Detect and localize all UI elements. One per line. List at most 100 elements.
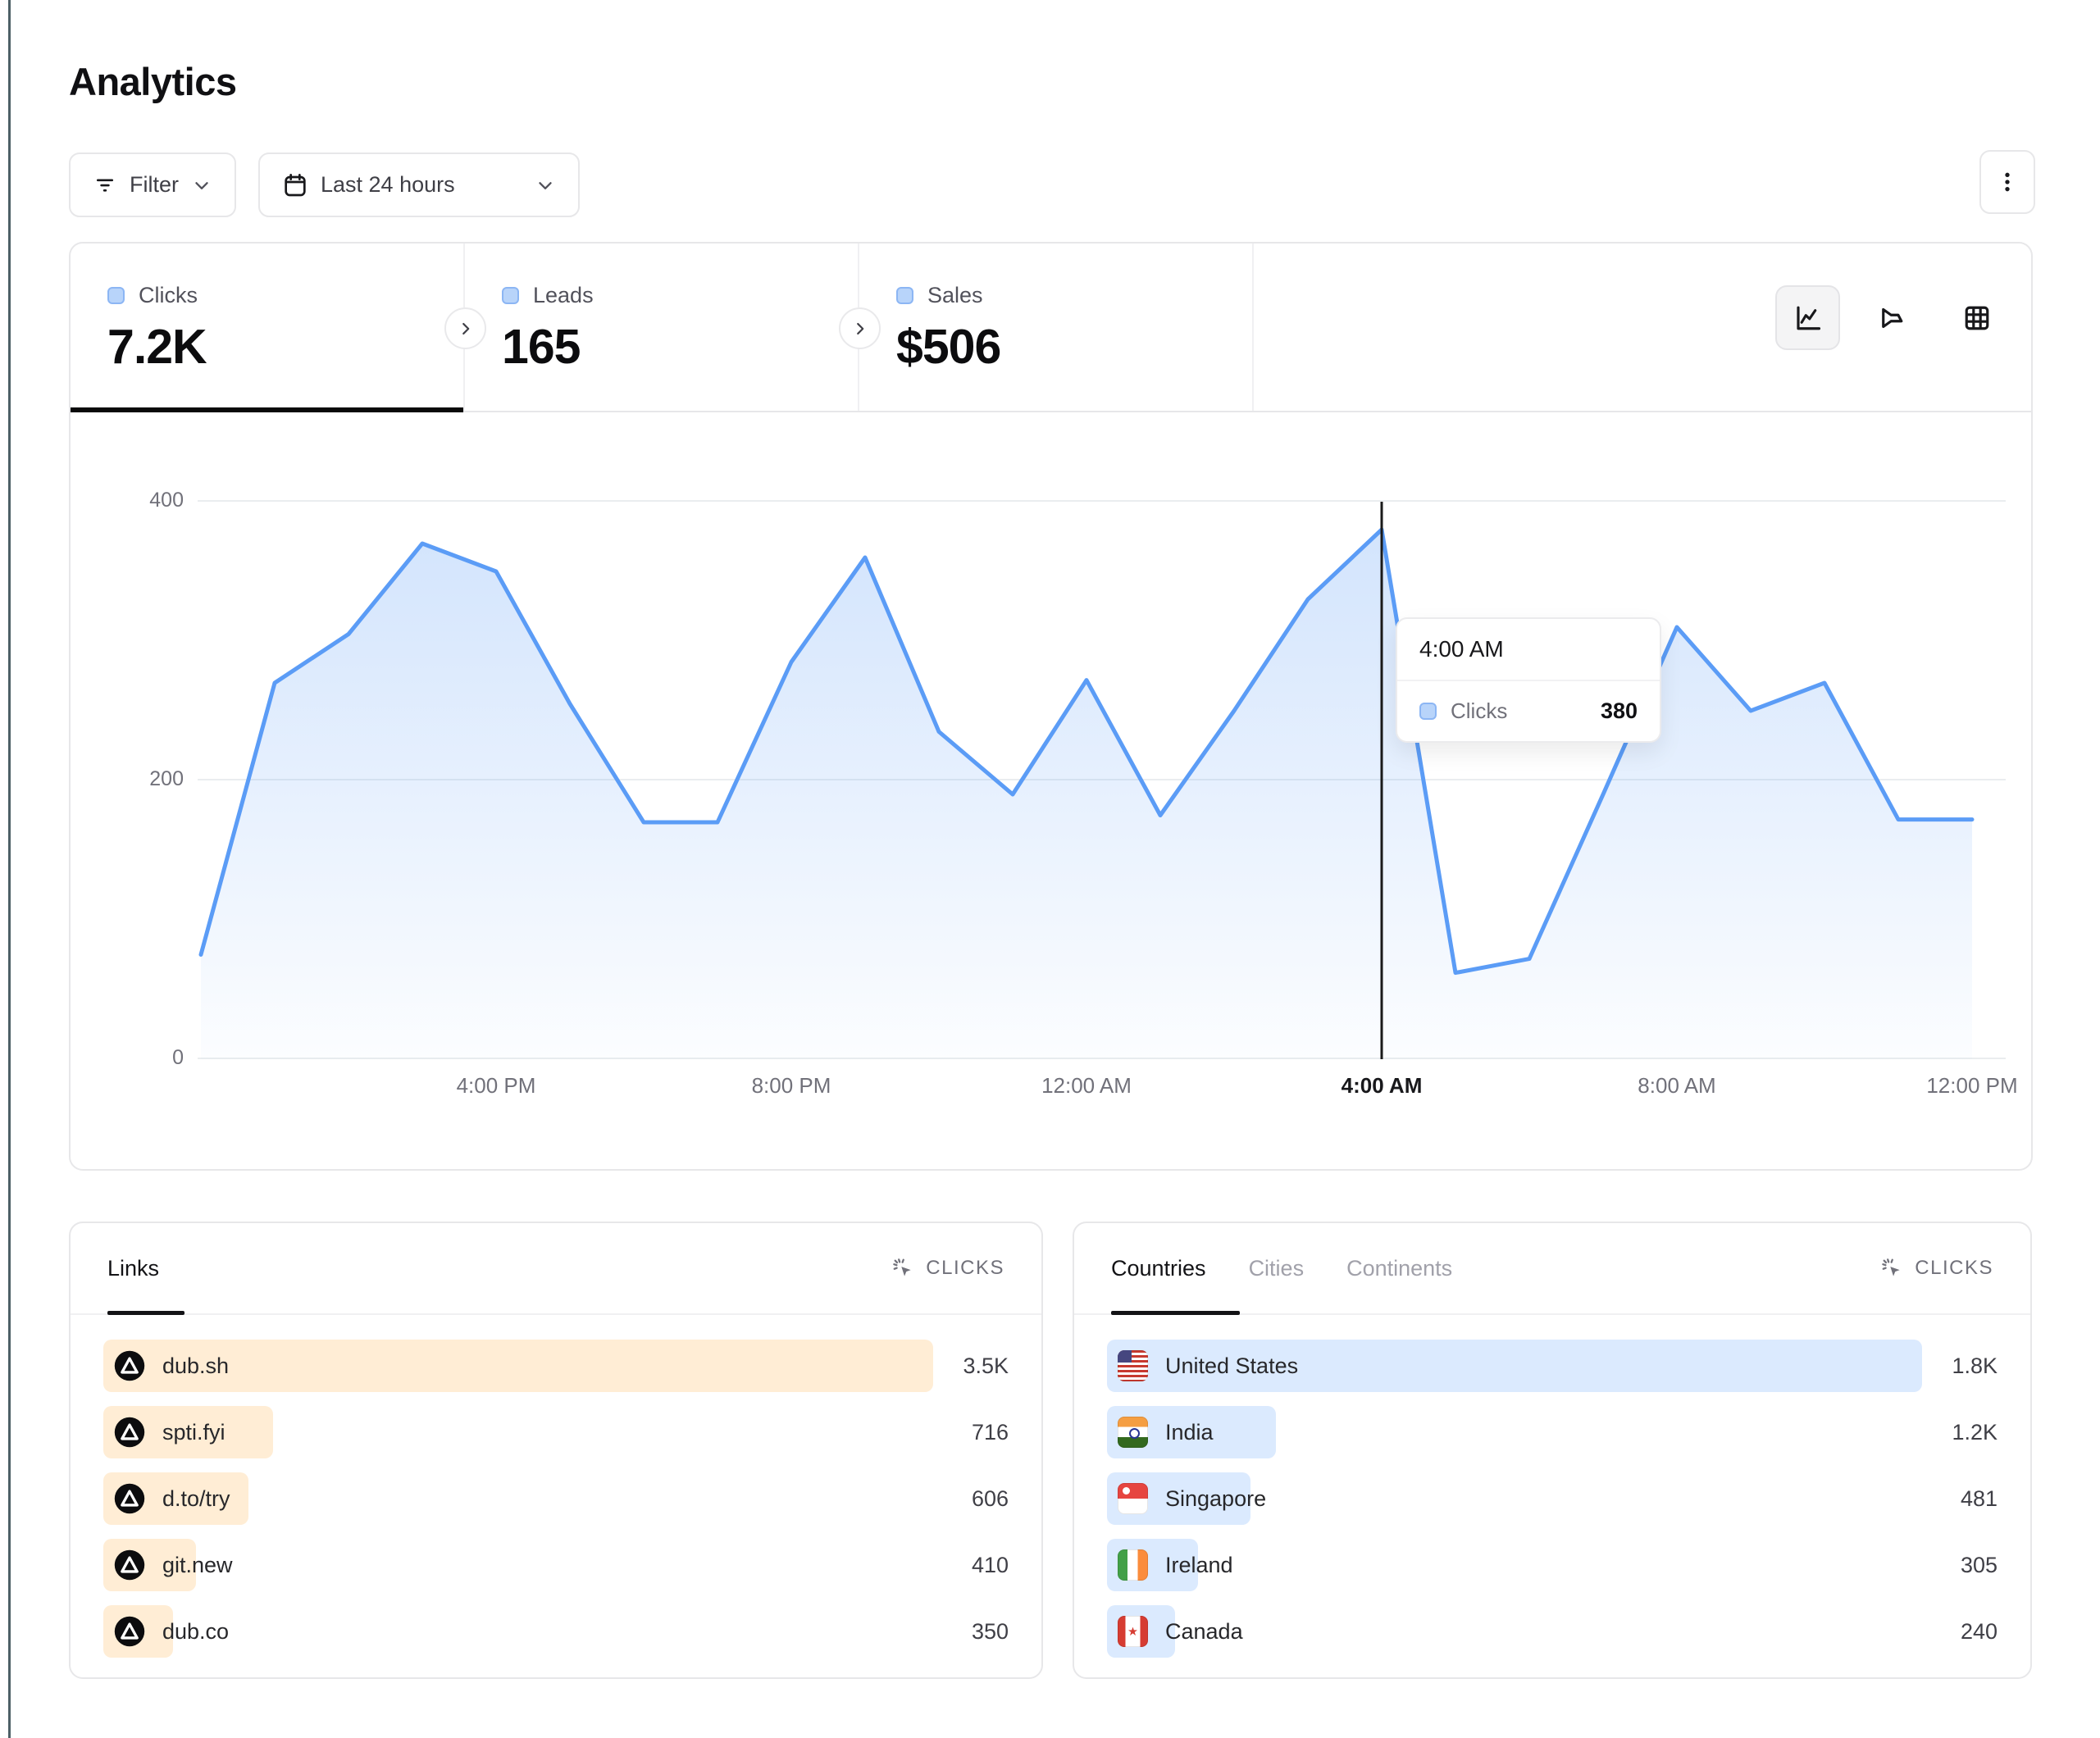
country-label: Ireland: [1165, 1552, 1233, 1577]
country-row[interactable]: Ireland 305: [1107, 1539, 1998, 1591]
country-clicks: 1.2K: [1952, 1419, 1998, 1445]
filter-label: Filter: [130, 172, 179, 197]
links-metric-label: CLICKS: [926, 1257, 1004, 1279]
link-clicks: 606: [971, 1485, 1009, 1511]
clicks-tab-label: Clicks: [139, 283, 198, 307]
country-label: Singapore: [1165, 1485, 1267, 1511]
kebab-icon: [1994, 169, 2020, 195]
chart-view-toggles: [1775, 285, 2009, 350]
stats-tabs: Clicks 7.2K Leads 165 Sales $506: [71, 243, 2031, 412]
link-row[interactable]: dub.co 350: [103, 1605, 1009, 1658]
country-label: Canada: [1165, 1618, 1243, 1644]
links-panel: Links CLICKS dub.sh 3.5K spti.fyi: [69, 1222, 1043, 1679]
country-row[interactable]: Singapore 481: [1107, 1472, 1998, 1525]
y-tick-0: 0: [172, 1046, 184, 1069]
x-tick-8am: 8:00 AM: [1638, 1073, 1716, 1098]
page-left-accent: [8, 0, 11, 1738]
expand-leads-chevron[interactable]: [839, 307, 881, 349]
geo-metric-label: CLICKS: [1915, 1257, 1993, 1279]
more-menu-button[interactable]: [1979, 150, 2035, 214]
links-tab-underline: [107, 1311, 184, 1315]
links-metric-selector[interactable]: CLICKS: [891, 1257, 1004, 1281]
tab-cities[interactable]: Cities: [1248, 1255, 1305, 1281]
chevron-down-icon: [191, 175, 212, 196]
line-chart-view-button[interactable]: [1775, 285, 1840, 350]
link-row[interactable]: dub.sh 3.5K: [103, 1340, 1009, 1392]
country-clicks: 305: [1960, 1552, 1998, 1577]
calendar-icon: [282, 172, 308, 198]
analytics-card: Clicks 7.2K Leads 165 Sales $506: [69, 242, 2033, 1171]
link-row[interactable]: d.to/try 606: [103, 1472, 1009, 1525]
link-clicks: 410: [971, 1552, 1009, 1577]
ireland-flag-icon: [1118, 1549, 1148, 1581]
link-label: dub.co: [162, 1618, 230, 1644]
dub-favicon: [114, 1616, 145, 1647]
tooltip-series-swatch: [1419, 703, 1437, 720]
tab-links[interactable]: Links: [107, 1255, 160, 1281]
gridline-400: [198, 500, 2006, 502]
line-chart-icon: [1793, 303, 1823, 333]
india-flag-icon: [1118, 1417, 1148, 1448]
link-row[interactable]: spti.fyi 716: [103, 1406, 1009, 1458]
expand-clicks-chevron[interactable]: [444, 307, 486, 349]
country-row[interactable]: United States 1.8K: [1107, 1340, 1998, 1392]
link-label: spti.fyi: [162, 1419, 225, 1445]
country-label: United States: [1165, 1353, 1299, 1378]
tab-continents[interactable]: Continents: [1346, 1255, 1453, 1281]
table-view-button[interactable]: [1944, 285, 2009, 350]
date-range-button[interactable]: Last 24 hours: [258, 152, 580, 217]
countries-list: United States 1.8K India 1.2K Singapore: [1074, 1315, 2030, 1658]
date-range-label: Last 24 hours: [321, 172, 455, 197]
sales-legend-swatch: [896, 287, 913, 304]
cursor-click-icon: [891, 1257, 915, 1281]
country-bar: [1107, 1340, 1922, 1392]
country-row[interactable]: India 1.2K: [1107, 1406, 1998, 1458]
y-tick-200: 200: [149, 767, 184, 790]
tab-leads[interactable]: Leads 165: [465, 243, 859, 411]
links-panel-header: Links CLICKS: [71, 1223, 1041, 1315]
link-label: git.new: [162, 1552, 233, 1577]
country-clicks: 240: [1960, 1618, 1998, 1644]
dub-favicon: [114, 1549, 145, 1581]
clicks-area-chart[interactable]: [198, 502, 1975, 1059]
dub-favicon: [114, 1417, 145, 1448]
leads-tab-label: Leads: [533, 283, 594, 307]
x-tick-12pm: 12:00 PM: [1926, 1073, 2018, 1098]
clicks-value: 7.2K: [107, 320, 207, 374]
tab-sales[interactable]: Sales $506: [859, 243, 1254, 411]
page-title: Analytics: [69, 60, 237, 103]
dub-favicon: [114, 1483, 145, 1514]
chart-tooltip: 4:00 AM Clicks 380: [1396, 617, 1661, 743]
country-label: India: [1165, 1419, 1214, 1445]
dub-favicon: [114, 1350, 145, 1381]
x-tick-4am: 4:00 AM: [1341, 1073, 1423, 1098]
filter-button[interactable]: Filter: [69, 152, 236, 217]
clicks-chart-region: 400 200 0 4:00 PM 8:00 PM 12:00 AM 4:00 …: [71, 412, 2031, 1169]
geo-panel: Countries Cities Continents CLICKS Unite…: [1073, 1222, 2032, 1679]
stats-spacer: [1254, 243, 2031, 411]
canada-flag-icon: [1118, 1616, 1148, 1647]
y-tick-400: 400: [149, 489, 184, 512]
link-clicks: 350: [971, 1618, 1009, 1644]
country-clicks: 481: [1960, 1485, 1998, 1511]
tab-countries[interactable]: Countries: [1111, 1255, 1206, 1281]
link-label: d.to/try: [162, 1485, 230, 1511]
country-row[interactable]: Canada 240: [1107, 1605, 1998, 1658]
toolbar: Filter Last 24 hours: [69, 152, 580, 217]
tooltip-series-label: Clicks: [1451, 698, 1508, 723]
sales-value: $506: [896, 320, 1001, 374]
link-label: dub.sh: [162, 1353, 230, 1378]
tooltip-value: 380: [1600, 698, 1638, 723]
link-row[interactable]: git.new 410: [103, 1539, 1009, 1591]
x-tick-12am: 12:00 AM: [1041, 1073, 1132, 1098]
link-clicks: 716: [971, 1419, 1009, 1445]
geo-metric-selector[interactable]: CLICKS: [1880, 1257, 1993, 1281]
leads-value: 165: [502, 320, 581, 374]
x-tick-4pm: 4:00 PM: [456, 1073, 536, 1098]
funnel-view-button[interactable]: [1860, 285, 1925, 350]
table-grid-icon: [1962, 303, 1992, 333]
tab-clicks[interactable]: Clicks 7.2K: [71, 243, 465, 412]
sales-tab-label: Sales: [927, 283, 983, 307]
leads-legend-swatch: [502, 287, 519, 304]
us-flag-icon: [1118, 1350, 1148, 1381]
